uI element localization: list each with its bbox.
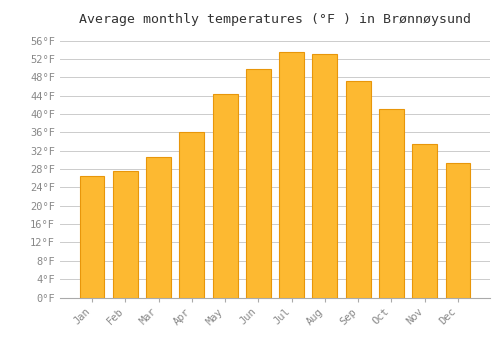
Bar xyxy=(279,52,304,298)
Bar xyxy=(180,132,204,298)
Bar xyxy=(246,69,271,298)
Bar xyxy=(113,172,138,298)
Bar xyxy=(446,163,470,298)
Bar xyxy=(212,94,238,298)
Bar xyxy=(379,108,404,298)
Bar xyxy=(346,82,370,298)
Bar xyxy=(146,157,171,298)
Bar xyxy=(312,54,338,298)
Title: Average monthly temperatures (°F ) in Brønnøysund: Average monthly temperatures (°F ) in Br… xyxy=(79,13,471,26)
Bar xyxy=(412,144,437,298)
Bar xyxy=(80,175,104,298)
